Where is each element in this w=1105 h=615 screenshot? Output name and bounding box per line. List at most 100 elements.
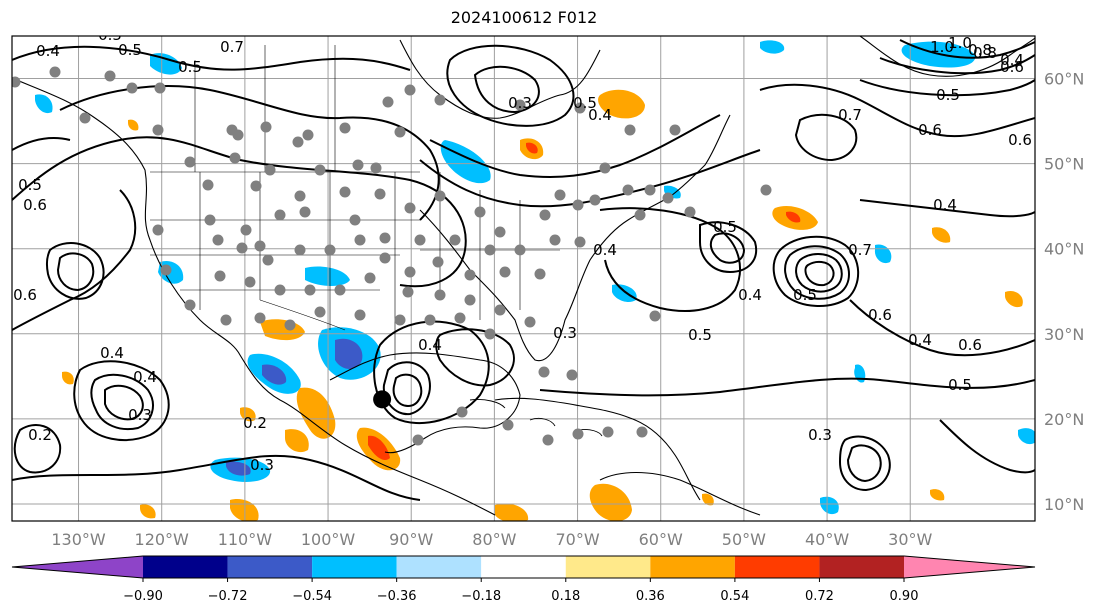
station-dot bbox=[236, 242, 248, 254]
station-dot bbox=[684, 206, 696, 218]
station-dot bbox=[152, 224, 164, 236]
contour-label: 0.3 bbox=[250, 456, 274, 474]
station-dot bbox=[549, 234, 561, 246]
station-dot bbox=[160, 264, 172, 276]
lat-tick-label: 20°N bbox=[1044, 410, 1084, 429]
colorbar-bin bbox=[734, 556, 820, 578]
station-dot bbox=[404, 84, 416, 96]
contour-line bbox=[12, 137, 71, 151]
colorbar-tick-label: 0.36 bbox=[636, 589, 665, 604]
station-dot bbox=[449, 234, 461, 246]
contour-label: 0.4 bbox=[1000, 51, 1024, 69]
station-dot bbox=[542, 434, 554, 446]
contour-label: 0.3 bbox=[128, 406, 152, 424]
station-dot bbox=[49, 66, 61, 78]
contour-line bbox=[709, 232, 746, 264]
station-dot bbox=[412, 434, 424, 446]
colorbar bbox=[11, 555, 1036, 579]
shaded-area bbox=[1005, 290, 1023, 308]
shaded-anomaly-layer bbox=[35, 40, 1035, 521]
station-dot bbox=[494, 226, 506, 238]
lon-tick-label: 90°W bbox=[389, 530, 433, 549]
contour-line bbox=[12, 189, 137, 331]
contour-label: 0.6 bbox=[1008, 131, 1032, 149]
station-dot bbox=[254, 312, 266, 324]
contour-label: 0.8 bbox=[968, 41, 992, 59]
colorbar-bin bbox=[396, 556, 482, 578]
contour-line bbox=[939, 419, 1035, 474]
coastline-islands bbox=[469, 399, 603, 437]
contour-line bbox=[56, 252, 95, 292]
colorbar-tick-label: 0.72 bbox=[805, 589, 834, 604]
colorbar-tick-label: −0.72 bbox=[208, 589, 248, 604]
station-dot bbox=[184, 156, 196, 168]
shaded-area bbox=[305, 266, 350, 286]
contour-line bbox=[879, 54, 1035, 75]
graticule bbox=[12, 36, 1035, 521]
station-dot bbox=[669, 124, 681, 136]
contour-line bbox=[446, 44, 575, 127]
contour-line bbox=[45, 242, 105, 300]
coastline-gulf bbox=[329, 352, 521, 454]
contour-line bbox=[859, 199, 1035, 218]
shaded-area bbox=[230, 499, 259, 521]
contour-line bbox=[429, 114, 721, 178]
contour-line bbox=[104, 384, 144, 421]
contour-label: 0.7 bbox=[220, 38, 244, 56]
station-dot bbox=[314, 306, 326, 318]
station-dots bbox=[12, 66, 772, 446]
contour-label: 0.4 bbox=[133, 368, 157, 386]
contour-label: 0.4 bbox=[418, 336, 442, 354]
station-dot bbox=[12, 76, 21, 88]
station-dot bbox=[294, 244, 306, 256]
contour-line bbox=[12, 454, 421, 501]
longitude-tick-labels: 130°W 120°W 110°W 100°W 90°W 80°W 70°W 60°W 50°W… bbox=[51, 530, 932, 549]
shaded-area bbox=[140, 504, 156, 519]
contour-label: 0.5 bbox=[573, 94, 597, 112]
station-dot bbox=[456, 406, 468, 418]
station-dot bbox=[294, 190, 306, 202]
station-dot bbox=[314, 164, 326, 176]
colorbar-extend-left bbox=[12, 556, 143, 578]
lon-tick-label: 120°W bbox=[135, 530, 190, 549]
contour-label: 1.0 bbox=[948, 34, 972, 52]
lon-tick-label: 80°W bbox=[472, 530, 516, 549]
station-dot bbox=[539, 209, 551, 221]
contour-label: 0.5 bbox=[178, 58, 202, 76]
contour-label: 0.2 bbox=[28, 426, 52, 444]
station-dot bbox=[572, 199, 584, 211]
contour-label: 0.6 bbox=[1000, 58, 1024, 76]
border-line bbox=[199, 172, 396, 360]
station-dot bbox=[644, 184, 656, 196]
coastlines bbox=[12, 36, 1035, 516]
contour-label: 0.6 bbox=[13, 286, 37, 304]
station-dot bbox=[394, 314, 406, 326]
shaded-area bbox=[786, 211, 801, 223]
lat-tick-label: 60°N bbox=[1044, 70, 1084, 89]
station-dot bbox=[484, 328, 496, 340]
station-dot bbox=[760, 184, 772, 196]
station-dot bbox=[104, 70, 116, 82]
station-dot bbox=[154, 82, 166, 94]
station-dot bbox=[454, 312, 466, 324]
station-dot bbox=[554, 189, 566, 201]
contour-line bbox=[846, 444, 882, 483]
station-dot bbox=[624, 124, 636, 136]
contour-label: 0.4 bbox=[738, 286, 762, 304]
shaded-area bbox=[128, 119, 139, 131]
lon-tick-label: 130°W bbox=[51, 530, 106, 549]
contour-line bbox=[13, 424, 62, 474]
contour-line bbox=[849, 299, 1035, 357]
contour-line bbox=[838, 435, 891, 492]
map-title: 2024100612 F012 bbox=[450, 8, 598, 27]
colorbar-tick-label: 0.90 bbox=[890, 589, 919, 604]
station-dot bbox=[126, 82, 138, 94]
contour-label: 0.5 bbox=[118, 41, 142, 59]
station-dot bbox=[354, 234, 366, 246]
station-dot bbox=[572, 428, 584, 440]
station-dot bbox=[202, 179, 214, 191]
colorbar-tick-labels: −0.90 −0.72 −0.54 −0.36 −0.18 0.18 0.36 0.54 0.7… bbox=[123, 578, 918, 604]
station-dot bbox=[352, 159, 364, 171]
shaded-area bbox=[335, 338, 363, 369]
